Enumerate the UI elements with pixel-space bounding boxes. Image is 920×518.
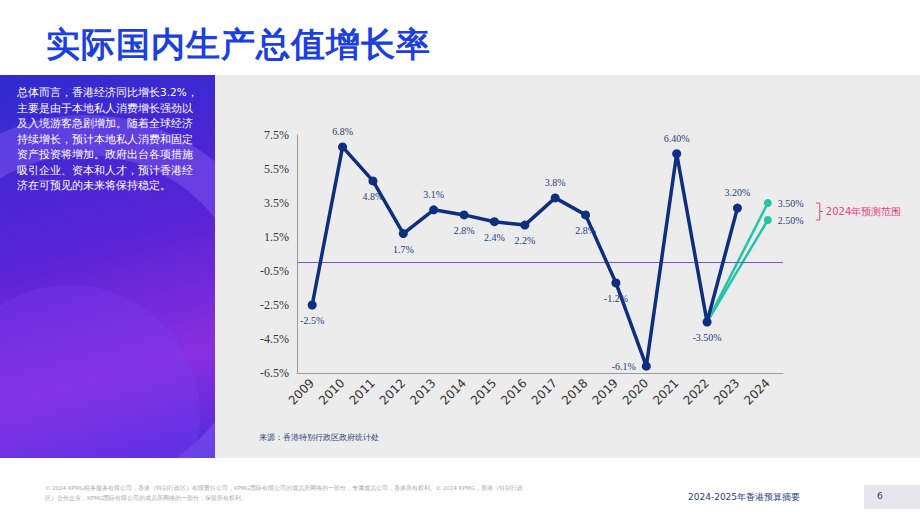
svg-text:2020: 2020 — [620, 376, 651, 407]
html-text:总体而言，香港经济同比增长3.2%，主要是由于本地私人消费增: 总体而言，香港经济同比增长3.2%，主要是由于本地私人消费增长强劲以及入境游客急… — [17, 86, 198, 191]
svg-text:2.2%: 2.2% — [514, 235, 535, 246]
svg-text:1.7%: 1.7% — [393, 244, 414, 255]
svg-text:3.8%: 3.8% — [545, 177, 566, 188]
svg-text:2.8%: 2.8% — [454, 225, 475, 236]
svg-text:2023: 2023 — [711, 376, 742, 407]
svg-text:2009: 2009 — [286, 376, 317, 407]
svg-text:2.8%: 2.8% — [575, 225, 596, 236]
svg-text:3.20%: 3.20% — [725, 187, 751, 198]
svg-text:-6.5%: -6.5% — [260, 366, 289, 380]
svg-text:2024: 2024 — [741, 376, 772, 407]
html-text:来源：香港特别行政区政府统计处: 来源：香港特别行政区政府统计处 — [259, 433, 379, 442]
svg-text:5.5%: 5.5% — [264, 162, 289, 176]
svg-text:3.5%: 3.5% — [264, 196, 289, 210]
svg-text:2022: 2022 — [681, 376, 712, 407]
svg-text:2021: 2021 — [650, 376, 681, 407]
html-text:6: 6 — [877, 491, 883, 501]
svg-text:-2.5%: -2.5% — [300, 315, 324, 326]
svg-text:1.5%: 1.5% — [264, 230, 289, 244]
svg-text:2010: 2010 — [316, 376, 347, 407]
svg-text:2019: 2019 — [589, 376, 620, 407]
svg-text:2012: 2012 — [377, 376, 408, 407]
svg-text:-2.5%: -2.5% — [260, 298, 289, 312]
svg-text:2024年预测范围: 2024年预测范围 — [826, 206, 901, 217]
svg-text:6.8%: 6.8% — [332, 126, 353, 137]
svg-text:3.50%: 3.50% — [778, 198, 804, 209]
svg-text:6.40%: 6.40% — [664, 133, 690, 144]
svg-text:2017: 2017 — [529, 376, 560, 407]
svg-text:2016: 2016 — [498, 376, 529, 407]
svg-text:-6.1%: -6.1% — [612, 361, 636, 372]
html-text:© 2024 KPMG税务服务有限公司，香港（特别行政区）有: © 2024 KPMG税务服务有限公司，香港（特别行政区）有限责任公司，KPMG… — [45, 485, 523, 501]
svg-text:2014: 2014 — [438, 376, 469, 407]
svg-text:2015: 2015 — [468, 376, 499, 407]
svg-text:2018: 2018 — [559, 376, 590, 407]
svg-text:2.4%: 2.4% — [484, 232, 505, 243]
svg-text:-4.5%: -4.5% — [260, 332, 289, 346]
html-text:实际国内生产总值增长率: 实际国内生产总值增长率 — [46, 24, 431, 64]
html-text:2024-2025年香港预算摘要: 2024-2025年香港预算摘要 — [688, 492, 801, 502]
svg-text:7.5%: 7.5% — [264, 128, 289, 142]
svg-text:-0.5%: -0.5% — [260, 264, 289, 278]
svg-text:2.50%: 2.50% — [778, 215, 804, 226]
svg-text:4.8%: 4.8% — [363, 191, 384, 202]
svg-text:-1.2%: -1.2% — [604, 293, 628, 304]
svg-text:-3.50%: -3.50% — [692, 332, 721, 343]
svg-text:3.1%: 3.1% — [423, 189, 444, 200]
svg-text:2013: 2013 — [407, 376, 438, 407]
svg-text:2011: 2011 — [346, 376, 377, 407]
